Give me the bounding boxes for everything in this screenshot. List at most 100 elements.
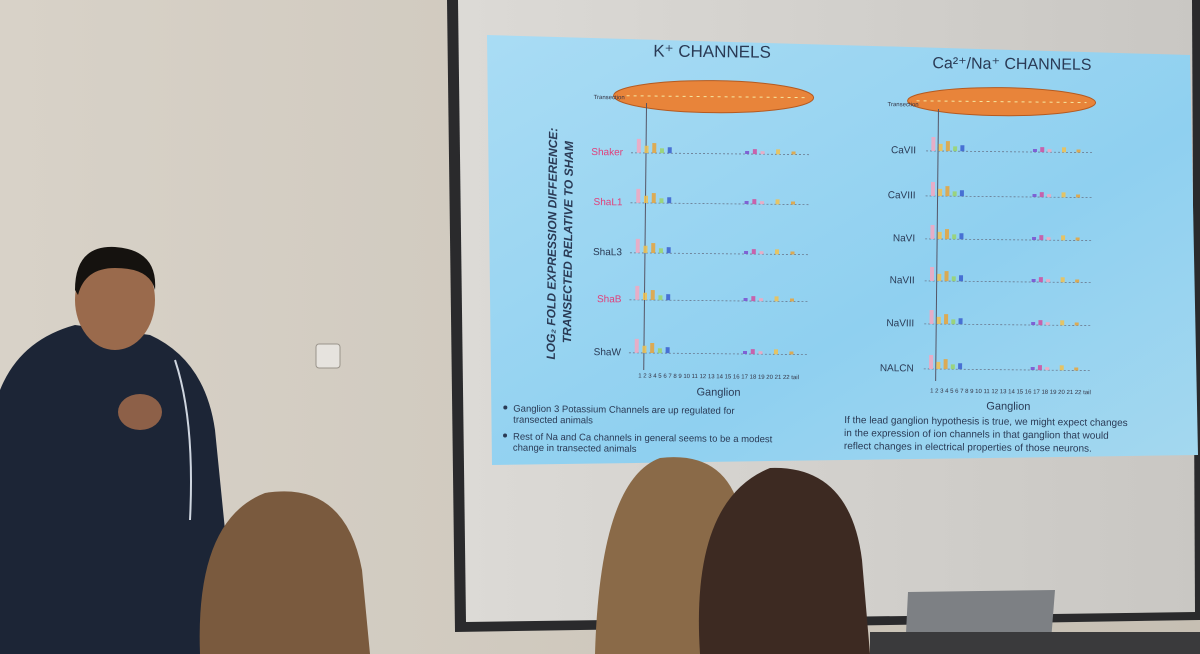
glyph <box>776 149 781 155</box>
bullet-line: Rest of Na and Ca channels in general se… <box>513 431 773 445</box>
glyph <box>636 138 641 153</box>
glyph <box>1060 320 1065 326</box>
glyph <box>657 348 662 354</box>
glyph <box>1061 235 1066 241</box>
presenter-hair <box>75 246 156 295</box>
transection-label: Transection <box>887 102 918 108</box>
glyph <box>650 343 655 354</box>
glyph <box>744 200 749 205</box>
glyph <box>758 351 763 355</box>
glyph <box>1032 149 1037 153</box>
ganglion-ticks: 1 2 3 4 5 6 7 8 9 10 11 12 13 14 15 16 1… <box>638 373 799 381</box>
glyph <box>790 201 796 205</box>
glyph <box>634 338 639 353</box>
glyph <box>635 285 640 300</box>
glyph <box>958 363 963 370</box>
note: If the lead ganglion hypothesis is true,… <box>844 415 1131 455</box>
glyph <box>774 296 779 302</box>
slide-content: K⁺ CHANNELS Ca²⁺/Na⁺ CHANNELS Transectio… <box>503 42 1131 456</box>
glyph <box>945 141 950 152</box>
glyph <box>1046 194 1052 198</box>
channel-label: ShaL1 <box>594 197 623 208</box>
glyph <box>1075 279 1080 283</box>
glyph <box>930 181 935 196</box>
glyph <box>1046 279 1051 283</box>
glyph <box>1038 277 1043 283</box>
glyph <box>1045 367 1050 371</box>
glyph <box>936 361 941 370</box>
glyph <box>1061 147 1067 153</box>
glyph <box>943 359 948 370</box>
glyph <box>953 146 958 152</box>
glyph <box>1046 237 1051 241</box>
axis-line <box>935 109 939 382</box>
glyph <box>1039 235 1044 241</box>
glyph <box>667 147 672 154</box>
glyph <box>1075 237 1080 241</box>
channel-label: NALCN <box>880 363 914 374</box>
glyph <box>937 273 942 282</box>
glyph <box>650 290 655 301</box>
bullet <box>503 405 508 410</box>
channel-label: ShaL3 <box>593 247 622 258</box>
glyph <box>642 345 647 353</box>
glyph <box>1059 365 1064 371</box>
glyph <box>790 251 795 255</box>
channel-label: NaVI <box>893 233 915 244</box>
glyph <box>959 233 964 240</box>
glyph <box>659 148 665 154</box>
glyph <box>651 193 656 204</box>
slide <box>487 35 1198 465</box>
glyph <box>1076 194 1081 198</box>
channel-label: CaVIII <box>888 190 916 201</box>
glyph <box>929 354 934 369</box>
glyph <box>938 188 943 197</box>
thermostat <box>315 343 341 369</box>
channel-label: Shaker <box>591 147 623 158</box>
glyph <box>1045 322 1050 326</box>
leech-ganglia <box>916 100 1087 104</box>
glyph <box>666 247 671 254</box>
glyph <box>1038 320 1043 326</box>
glyph <box>1047 149 1052 153</box>
table <box>870 632 1200 654</box>
bullet-text: Rest of Na and Ca channels in general se… <box>513 431 775 456</box>
glyph <box>951 276 956 282</box>
bullet-line: change in transected animals <box>513 442 637 454</box>
glyph <box>929 309 934 324</box>
glyph <box>752 149 757 155</box>
glyph <box>958 275 964 282</box>
audience-head <box>698 467 870 654</box>
glyph <box>1031 322 1036 326</box>
glyph <box>652 143 657 154</box>
glyph <box>643 245 648 253</box>
glyph <box>759 251 764 255</box>
glyph <box>750 349 755 355</box>
glyph <box>929 266 935 281</box>
glyph <box>937 231 942 240</box>
glyph <box>759 298 764 302</box>
glyph <box>658 248 663 254</box>
glyph <box>960 145 965 152</box>
glyph <box>751 249 756 255</box>
channel-label: ShaB <box>597 294 622 305</box>
x-axis-label: Ganglion <box>986 400 1030 412</box>
bullet-text: Ganglion 3 Potassium Channels are up reg… <box>513 403 737 427</box>
glyph <box>742 350 748 355</box>
glyph <box>791 151 796 155</box>
note-line: reflect changes in electrical properties… <box>844 441 1092 455</box>
glyph <box>952 234 957 240</box>
glyph <box>1040 147 1045 153</box>
glyph <box>751 296 756 302</box>
y-axis-label-line: LOG₂ FOLD EXPRESSION DIFFERENCE: <box>544 128 560 360</box>
glyph <box>1032 237 1037 241</box>
glyph <box>743 297 748 302</box>
note-line: If the lead ganglion hypothesis is true,… <box>844 415 1128 429</box>
glyph <box>789 298 795 302</box>
presenter-face <box>75 250 155 350</box>
glyph <box>773 349 778 355</box>
glyph <box>1060 277 1065 283</box>
note-line: in the expression of ion channels in tha… <box>844 428 1109 442</box>
glyph <box>1074 322 1079 326</box>
